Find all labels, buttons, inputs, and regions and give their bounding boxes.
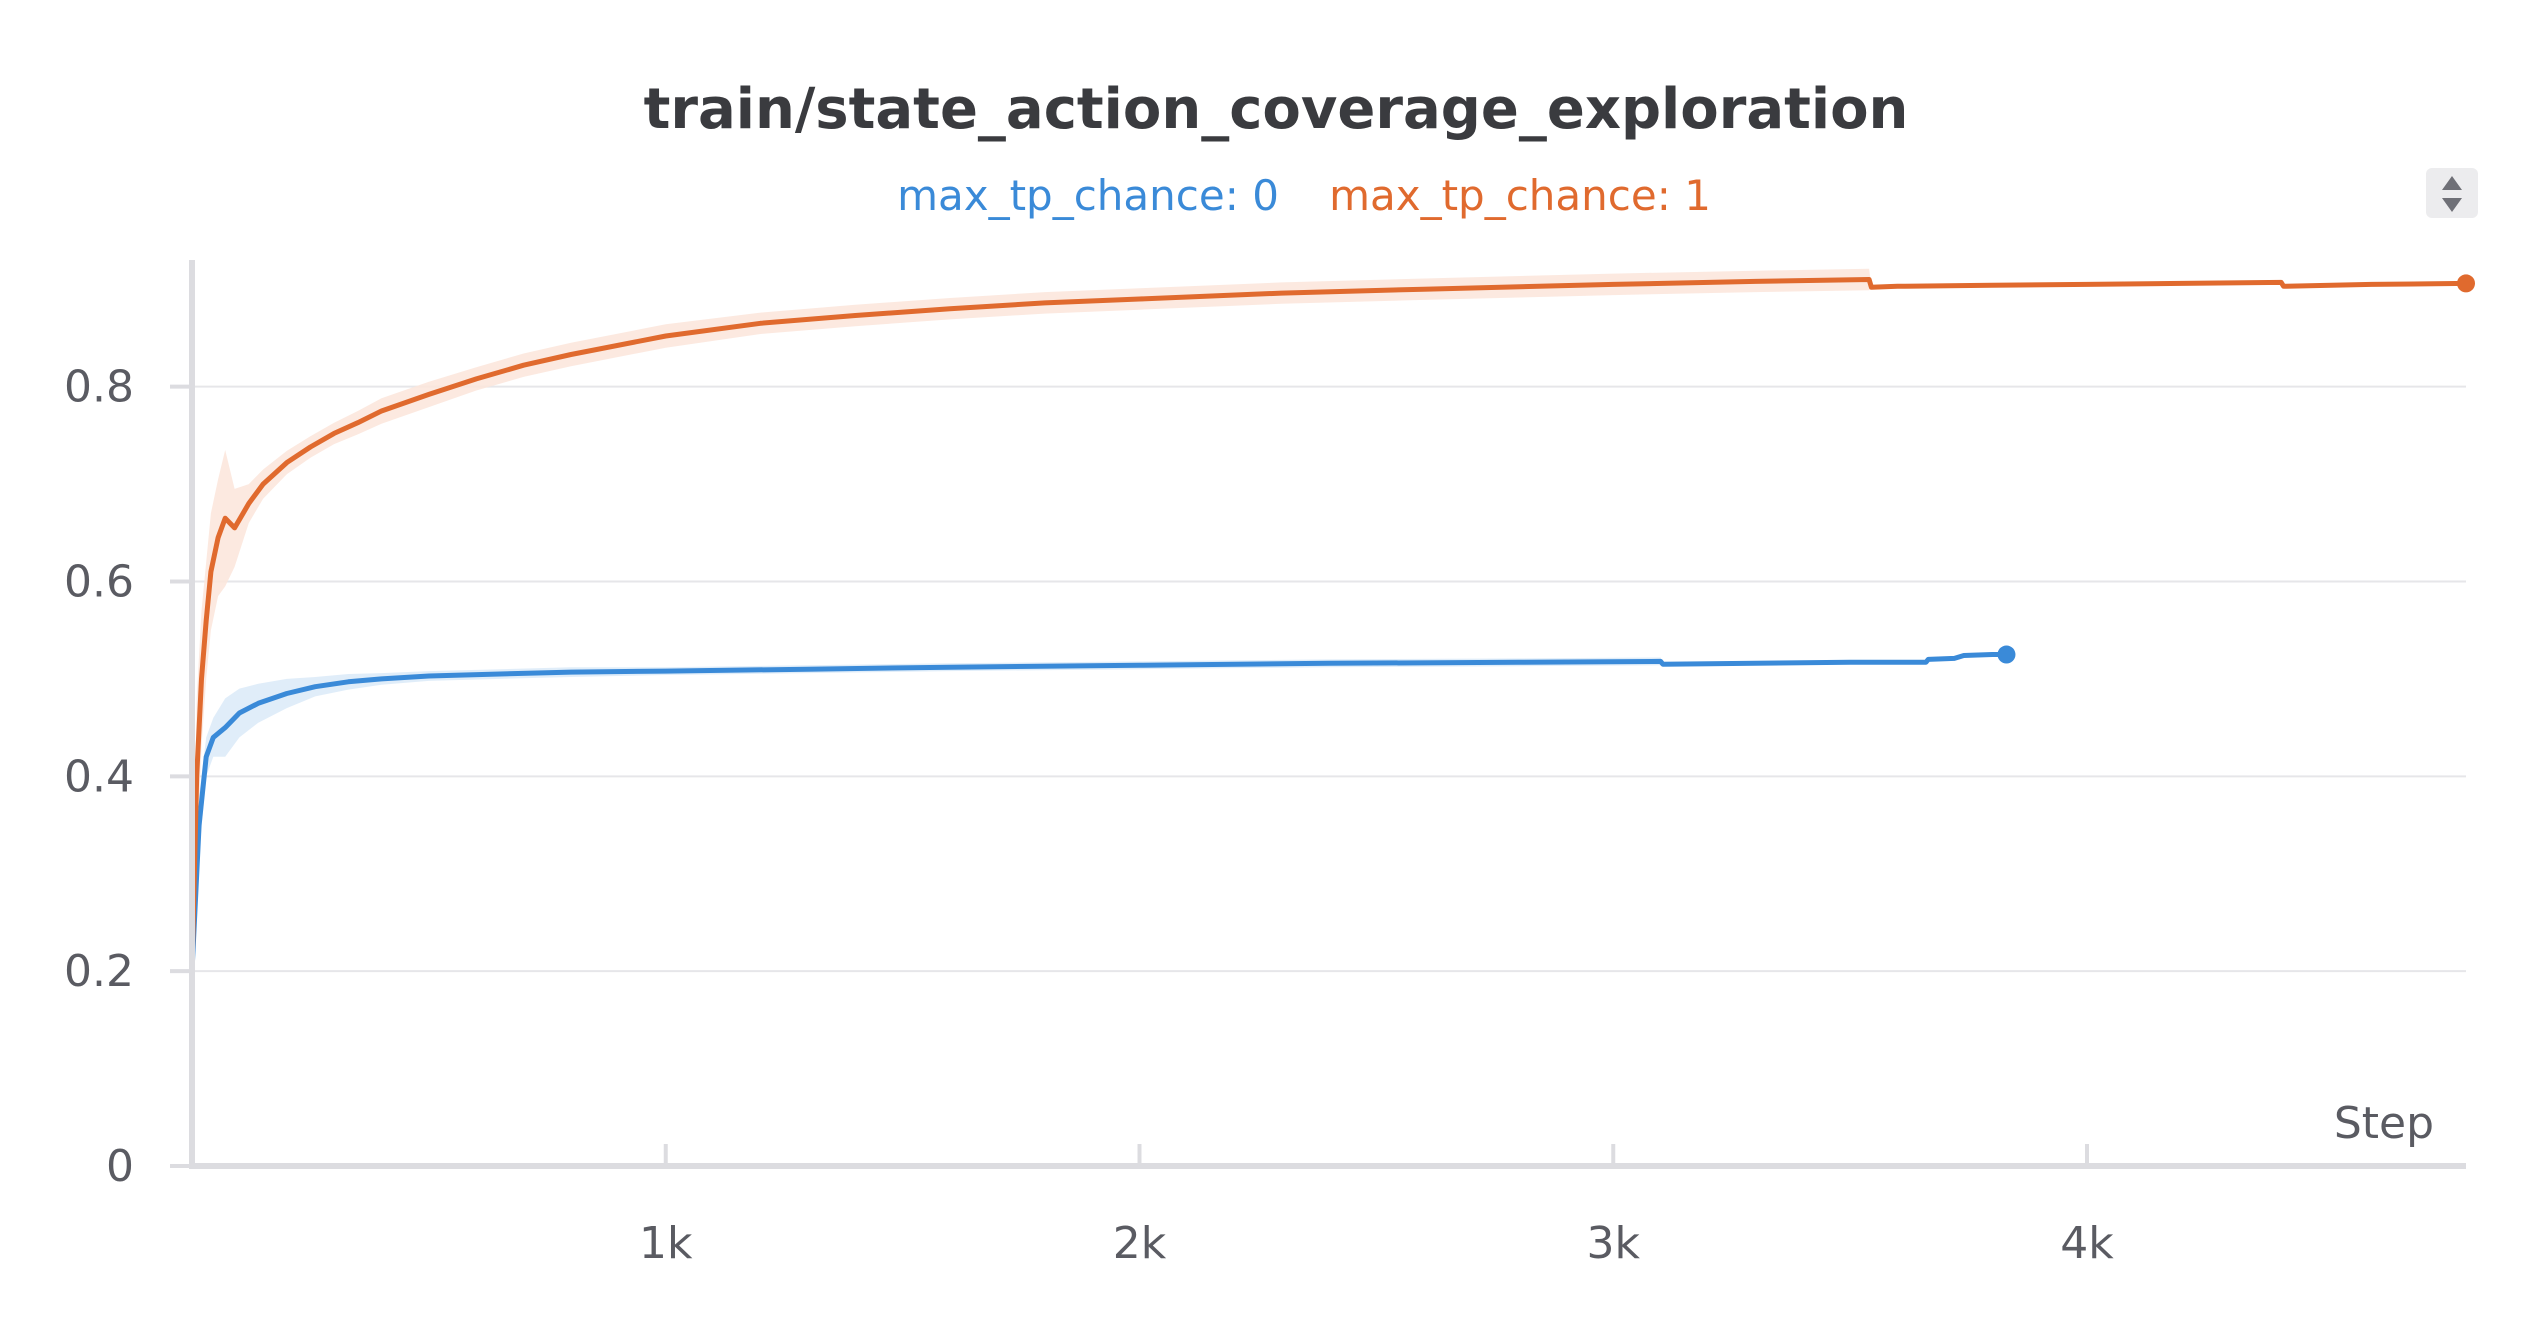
chart-title: train/state_action_coverage_exploration: [644, 77, 1909, 142]
grid-lines: [192, 385, 2466, 973]
y-tick-label-2: 0.4: [64, 751, 134, 802]
series-lines: [189, 274, 2475, 974]
chevron-up-icon[interactable]: [2442, 176, 2462, 190]
y-tick-label-4: 0.8: [64, 362, 134, 413]
series-end-marker-1: [2457, 274, 2475, 293]
axes: [170, 260, 2466, 1169]
series-band-1: [192, 268, 2466, 972]
legend-entry-series-1[interactable]: max_tp_chance: 1: [1329, 171, 1711, 220]
x-tick-label-0: 1k: [639, 1218, 693, 1269]
legend-scroll-arrows[interactable]: [2426, 168, 2478, 218]
legend-entry-series-0[interactable]: max_tp_chance: 0: [897, 171, 1279, 220]
series-line-1: [189, 277, 2469, 974]
y-tick-label-1: 0.2: [64, 946, 134, 997]
y-tick-label-3: 0.6: [64, 556, 134, 607]
x-axis-label: Step: [2334, 1098, 2434, 1149]
chevron-down-icon[interactable]: [2442, 198, 2462, 212]
series-band-0: [192, 654, 2007, 972]
series-end-marker-0: [1997, 645, 2016, 664]
x-tick-label-1: 2k: [1113, 1218, 1167, 1269]
x-tick-label-3: 4k: [2060, 1218, 2114, 1269]
confidence-bands: [192, 268, 2466, 972]
y-tick-label-0: 0: [106, 1141, 134, 1192]
tick-labels: 0 0.2 0.4 0.6 0.8 1k 2k 3k 4k: [64, 362, 2114, 1269]
series-line-0: [189, 652, 2009, 974]
x-tick-label-2: 3k: [1587, 1218, 1641, 1269]
